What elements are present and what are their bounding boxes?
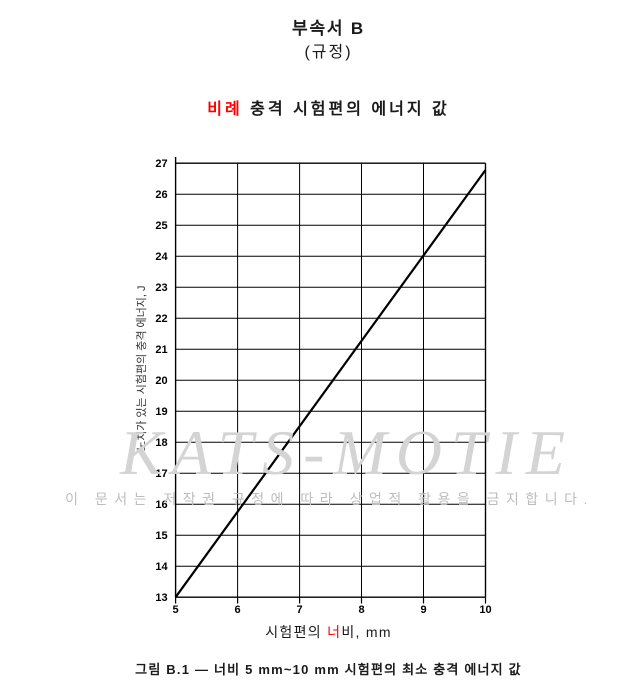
svg-text:7: 7 (297, 604, 303, 616)
svg-text:10: 10 (479, 604, 491, 616)
svg-text:5: 5 (173, 604, 179, 616)
svg-text:21: 21 (155, 344, 167, 356)
svg-text:9: 9 (420, 604, 426, 616)
svg-text:14: 14 (155, 561, 168, 573)
svg-text:23: 23 (155, 282, 167, 294)
svg-text:22: 22 (155, 313, 167, 325)
svg-text:20: 20 (155, 375, 167, 387)
svg-text:13: 13 (155, 592, 167, 604)
svg-text:8: 8 (358, 604, 364, 616)
svg-text:27: 27 (155, 158, 167, 170)
svg-text:15: 15 (155, 530, 167, 542)
svg-text:25: 25 (155, 220, 167, 232)
svg-text:6: 6 (235, 604, 241, 616)
svg-text:26: 26 (155, 189, 167, 201)
svg-text:24: 24 (155, 251, 168, 263)
